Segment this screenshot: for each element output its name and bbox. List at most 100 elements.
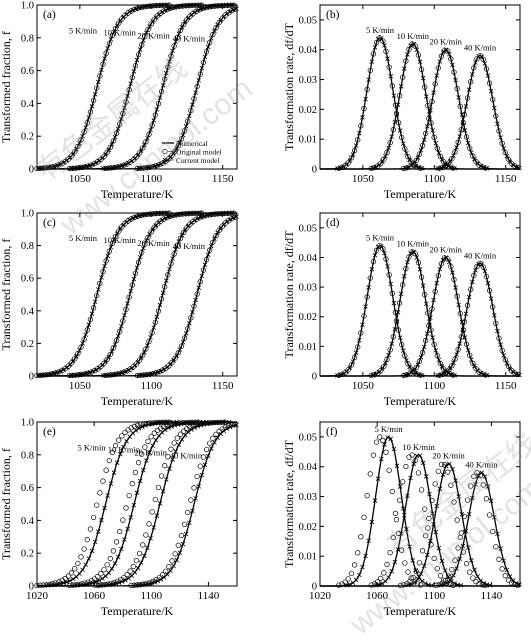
series-label: 40 K/min [173, 33, 206, 43]
original-model-point [432, 481, 438, 487]
original-model-point [94, 292, 100, 299]
original-model-point [218, 2, 224, 9]
original-model-point [101, 360, 107, 367]
series-group: 10 K/min [36, 419, 237, 588]
original-model-point [152, 319, 158, 326]
legend-cross-icon [162, 157, 168, 163]
original-model-point [116, 20, 122, 26]
current-model-point [102, 56, 107, 61]
original-model-point [197, 463, 203, 469]
original-model-point [221, 419, 228, 425]
original-model-point [158, 88, 165, 95]
original-model-point [90, 514, 97, 521]
original-model-point [345, 367, 351, 373]
current-model-point [495, 328, 500, 334]
current-model-point [407, 364, 412, 370]
original-model-point [387, 347, 393, 353]
current-model-point [395, 102, 401, 108]
current-model-point [369, 59, 375, 64]
original-model-point [140, 352, 146, 358]
original-model-point [423, 130, 429, 137]
original-model-point [381, 363, 387, 369]
original-model-point [383, 449, 389, 455]
original-model-point [162, 284, 168, 290]
current-model-point [196, 77, 201, 83]
original-model-point [451, 277, 457, 283]
current-model-point [504, 567, 510, 573]
original-model-point [431, 555, 437, 562]
original-model-point [449, 363, 455, 369]
current-model-point [196, 484, 201, 489]
current-model-point [198, 6, 204, 12]
original-model-point [203, 49, 210, 55]
current-model-point [492, 105, 497, 111]
original-model-point [373, 439, 380, 445]
current-model-point [466, 294, 472, 300]
current-model-point [379, 456, 384, 462]
original-model-point [486, 512, 493, 518]
current-model-point [176, 442, 182, 448]
original-model-point [170, 421, 176, 427]
x-axis-label: Temperature/K [384, 604, 457, 617]
original-model-point [159, 572, 166, 578]
current-model-point [418, 355, 424, 360]
chart-panel-0: 0 0.2 0.4 0.6 0.8 1.0 1050 1100 1150 Temperature/… [0, 1, 239, 201]
series-label: 20 K/min [430, 244, 463, 254]
original-model-point [358, 123, 364, 129]
original-model-point [508, 160, 515, 167]
original-model-point [445, 48, 451, 54]
original-model-point [187, 13, 193, 19]
original-model-point [386, 467, 392, 473]
original-model-point [221, 210, 228, 217]
current-model-point [372, 252, 378, 258]
current-model-point [392, 119, 398, 125]
current-model-point [401, 141, 406, 146]
original-model-point [189, 2, 195, 9]
current-model-point [405, 259, 410, 265]
original-model-point [156, 2, 163, 9]
current-model-point [164, 477, 169, 482]
original-model-point [461, 513, 468, 520]
current-model-point [202, 462, 208, 468]
current-model-point [179, 437, 185, 442]
original-model-point [75, 350, 81, 357]
original-model-point [132, 270, 139, 276]
current-model-point [450, 62, 455, 68]
current-model-point [434, 73, 439, 78]
original-model-point [90, 97, 97, 104]
current-model-point [122, 537, 127, 542]
y-tick-label: 1.0 [21, 418, 34, 429]
current-model-point [180, 339, 186, 345]
current-model-point [199, 472, 205, 478]
current-model-point [108, 481, 114, 486]
original-model-point [479, 582, 485, 588]
original-model-point [386, 272, 392, 278]
original-model-point [104, 149, 110, 155]
current-model-point [501, 558, 506, 564]
current-model-point [428, 107, 433, 113]
series-label: 40 K/min [464, 43, 497, 53]
current-model-point [382, 43, 387, 48]
original-model-point [399, 134, 405, 141]
original-model-point [461, 111, 468, 118]
current-model-point [152, 163, 157, 169]
current-model-point [389, 341, 394, 347]
current-model-point [501, 353, 506, 358]
original-model-point [383, 48, 389, 54]
current-model-point [405, 52, 410, 57]
current-model-point [190, 508, 195, 514]
current-model-point [456, 494, 461, 499]
current-model-point [469, 558, 474, 563]
original-model-point [351, 147, 358, 154]
original-model-point [429, 306, 435, 312]
original-model-point [100, 478, 106, 484]
original-model-point [78, 554, 84, 560]
x-tick-label: 1050 [352, 173, 375, 185]
panel-label: (c) [43, 217, 56, 229]
current-model-point [128, 81, 133, 86]
original-model-point [389, 290, 395, 297]
original-model-point [158, 473, 165, 479]
current-model-point [111, 237, 117, 242]
original-model-point [432, 81, 438, 87]
original-model-point [85, 579, 91, 585]
